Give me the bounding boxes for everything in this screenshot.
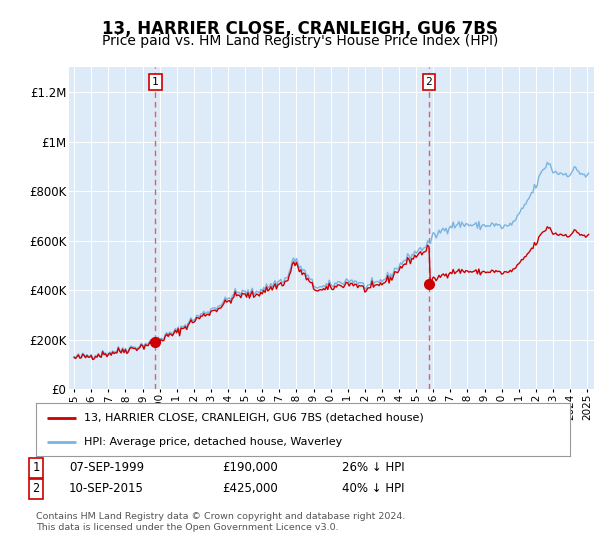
Text: 1: 1 (152, 77, 159, 87)
Text: Price paid vs. HM Land Registry's House Price Index (HPI): Price paid vs. HM Land Registry's House … (102, 34, 498, 48)
Text: 1: 1 (32, 461, 40, 474)
Text: 40% ↓ HPI: 40% ↓ HPI (342, 482, 404, 496)
Text: Contains HM Land Registry data © Crown copyright and database right 2024.
This d: Contains HM Land Registry data © Crown c… (36, 512, 406, 532)
Text: 2: 2 (425, 77, 433, 87)
Text: 13, HARRIER CLOSE, CRANLEIGH, GU6 7BS (detached house): 13, HARRIER CLOSE, CRANLEIGH, GU6 7BS (d… (84, 413, 424, 423)
Text: 26% ↓ HPI: 26% ↓ HPI (342, 461, 404, 474)
Text: HPI: Average price, detached house, Waverley: HPI: Average price, detached house, Wave… (84, 437, 343, 447)
Text: £425,000: £425,000 (222, 482, 278, 496)
Text: 2: 2 (32, 482, 40, 496)
Text: £190,000: £190,000 (222, 461, 278, 474)
Text: 10-SEP-2015: 10-SEP-2015 (69, 482, 144, 496)
Text: 07-SEP-1999: 07-SEP-1999 (69, 461, 144, 474)
Text: 13, HARRIER CLOSE, CRANLEIGH, GU6 7BS: 13, HARRIER CLOSE, CRANLEIGH, GU6 7BS (102, 20, 498, 38)
